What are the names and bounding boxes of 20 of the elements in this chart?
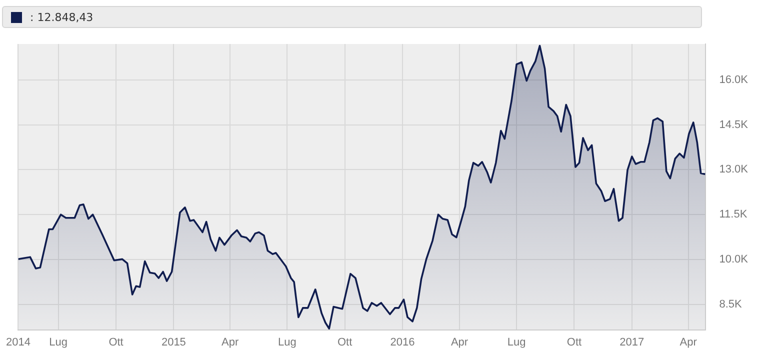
x-tick-label: Lug [49, 336, 68, 348]
x-tick-label: Ott [337, 336, 352, 348]
x-tick-label: 2015 [161, 336, 186, 348]
x-tick-label: Lug [507, 336, 526, 348]
x-tick-label: 2017 [620, 336, 644, 348]
x-tick-label: Ott [566, 336, 582, 348]
y-tick-label: 8.5K [719, 298, 743, 310]
x-tick-label: Lug [278, 336, 296, 348]
x-tick-label: Apr [222, 336, 239, 348]
y-tick-label: 16.0K [719, 74, 749, 86]
x-tick-label: 2016 [390, 336, 415, 348]
y-tick-label: 10.0K [719, 254, 749, 266]
x-tick-label: Ott [108, 336, 124, 348]
text: : 12.848,43 [30, 10, 94, 24]
x-tick-label: Apr [450, 336, 468, 348]
x-tick-label: 2014 [6, 336, 30, 348]
y-tick-label: 11.5K [719, 208, 748, 221]
x-tick-label: Apr [680, 336, 698, 348]
y-tick-label: 13.0K [719, 164, 749, 176]
y-tick-label: 14.5K [719, 118, 749, 131]
